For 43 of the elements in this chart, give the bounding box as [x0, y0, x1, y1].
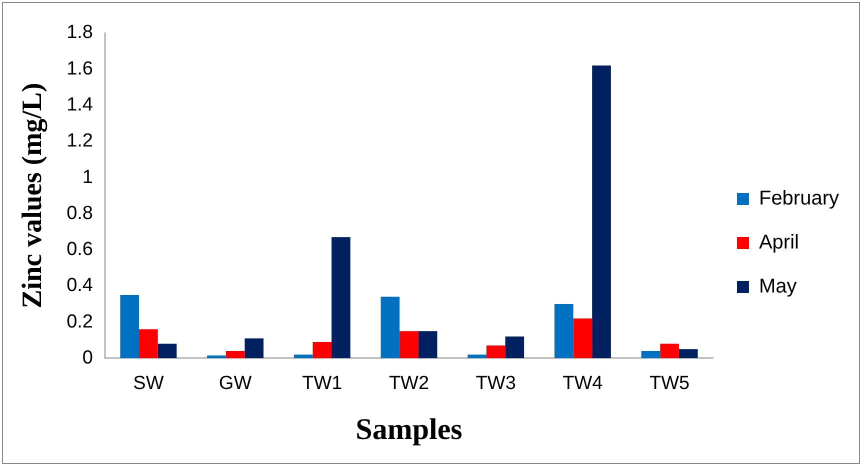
y-tick-label: 0.4: [66, 275, 94, 296]
legend-label: May: [758, 276, 797, 298]
x-tick-label: SW: [133, 372, 164, 394]
x-axis-title: Samples: [356, 412, 462, 446]
bar: [244, 338, 264, 358]
bar: [505, 336, 524, 358]
y-tick-label: 0.6: [66, 239, 94, 260]
bar: [400, 331, 418, 358]
x-tick-label: TW3: [476, 372, 516, 394]
bar: [312, 342, 332, 358]
bar: [158, 344, 177, 358]
bar: [418, 331, 438, 358]
x-tick-label: GW: [218, 372, 252, 394]
y-tick-label: 1.8: [66, 22, 94, 44]
y-tick-label: 1.4: [66, 94, 94, 116]
bar: [641, 350, 660, 358]
bar: [554, 304, 574, 358]
bar: [226, 350, 245, 358]
bar: [207, 355, 226, 358]
legend-label: February: [758, 188, 839, 210]
y-tick-label: 0.2: [66, 311, 94, 332]
bar: [468, 354, 486, 358]
bar: [660, 344, 679, 358]
bar: [120, 294, 140, 358]
legend-label: April: [758, 232, 799, 254]
x-tick-label: TW2: [388, 372, 430, 394]
bar: [294, 354, 313, 358]
bar: [332, 237, 350, 358]
y-tick-label: 0.8: [66, 202, 94, 224]
y-tick-label: 0: [82, 347, 94, 368]
y-tick-label: 1.6: [66, 58, 94, 80]
x-tick-label: TW4: [562, 372, 604, 394]
y-tick-label: 1: [82, 166, 94, 188]
bar: [486, 346, 506, 358]
x-tick-label: TW1: [302, 372, 342, 394]
bar: [592, 66, 611, 358]
x-tick-label: TW5: [649, 372, 690, 394]
bar: [573, 318, 592, 358]
y-axis-title: Zinc values (mg/L): [17, 82, 48, 308]
y-tick-label: 1.2: [66, 130, 94, 152]
bar: [380, 296, 400, 358]
bar: [678, 349, 698, 358]
bar: [139, 329, 158, 358]
